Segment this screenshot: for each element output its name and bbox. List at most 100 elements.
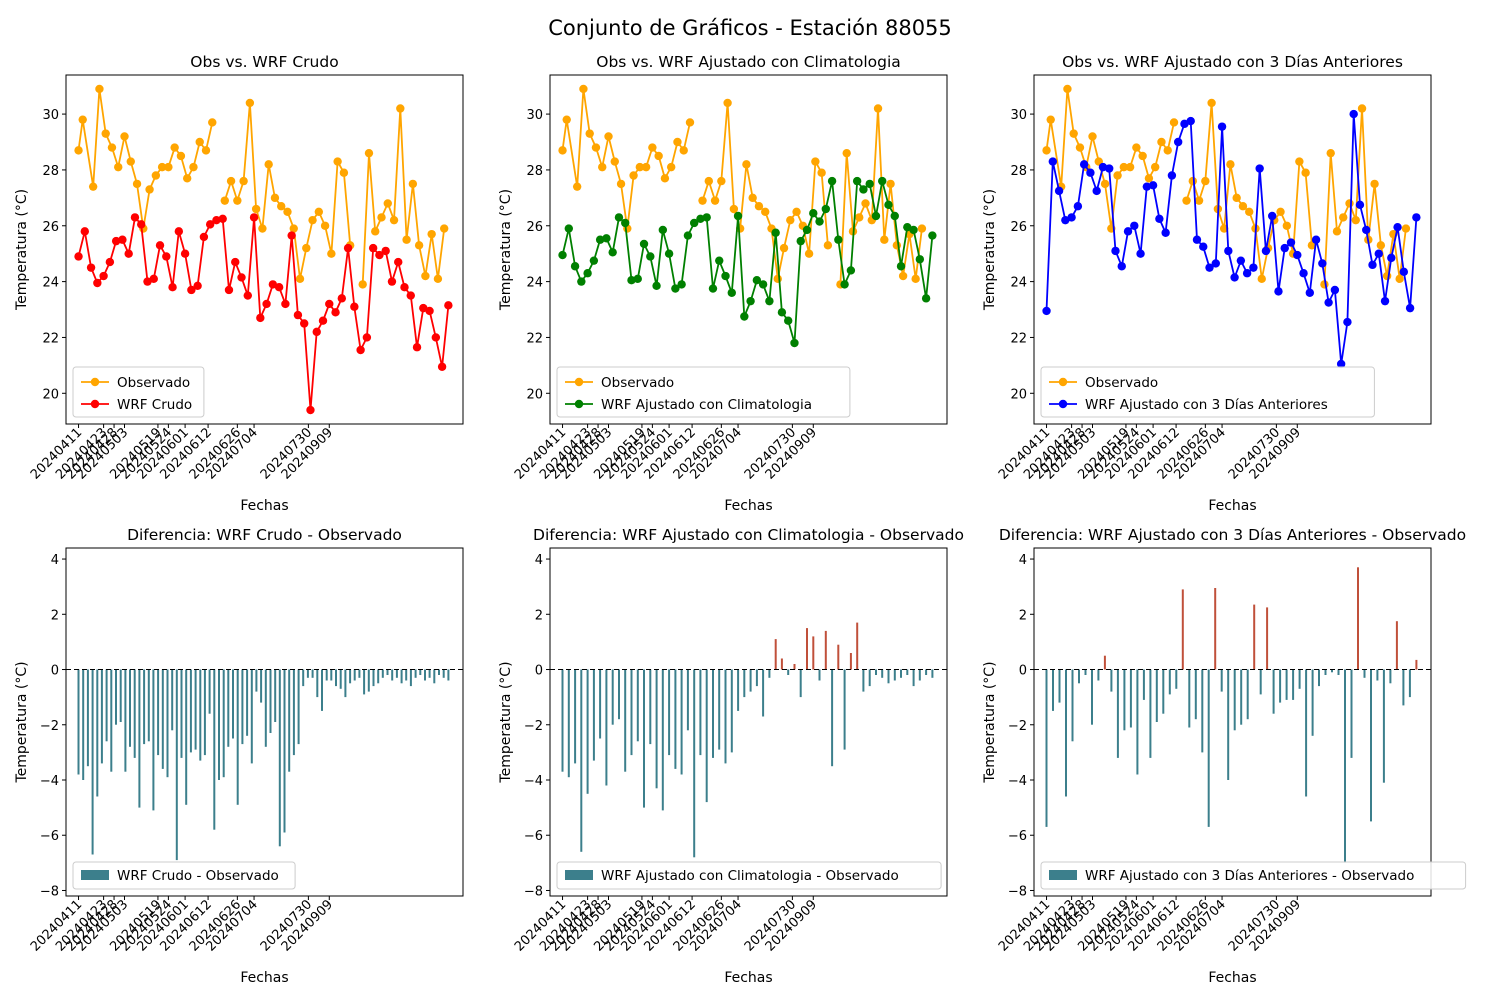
legend-marker bbox=[90, 377, 100, 387]
bar bbox=[447, 669, 450, 681]
data-point bbox=[1238, 202, 1248, 211]
bar bbox=[1091, 669, 1093, 725]
bar bbox=[1162, 669, 1165, 714]
bar bbox=[1078, 669, 1080, 684]
data-point bbox=[721, 271, 730, 281]
series-prev3 bbox=[1042, 109, 1421, 369]
legend: WRF Crudo - Observado bbox=[72, 861, 296, 890]
data-point bbox=[208, 118, 217, 127]
bar bbox=[1415, 659, 1418, 670]
bar bbox=[105, 669, 108, 742]
y-tick-label: −8 bbox=[524, 884, 543, 899]
bar bbox=[414, 669, 417, 678]
data-point bbox=[101, 129, 110, 138]
bar bbox=[283, 669, 286, 833]
data-point bbox=[1157, 137, 1166, 147]
data-point bbox=[245, 98, 255, 108]
bar bbox=[433, 669, 436, 684]
data-point bbox=[162, 252, 171, 261]
legend-marker bbox=[574, 377, 584, 387]
data-point bbox=[406, 291, 415, 300]
bar bbox=[335, 669, 337, 687]
data-point bbox=[1299, 269, 1308, 278]
data-point bbox=[1150, 162, 1160, 172]
bar bbox=[91, 669, 94, 855]
y-tick-label: 20 bbox=[526, 387, 543, 402]
bar bbox=[330, 669, 333, 681]
bar bbox=[931, 669, 934, 678]
panel-title: Obs vs. WRF Ajustado con 3 Días Anterior… bbox=[1062, 53, 1403, 71]
chart_data.line_panels.1-panel: 2022242628302024041120240423202404282024… bbox=[498, 53, 948, 514]
data-point bbox=[1088, 132, 1097, 141]
data-point bbox=[1255, 164, 1264, 173]
data-point bbox=[1130, 221, 1139, 230]
data-point bbox=[815, 217, 824, 226]
panel-title: Obs vs. WRF Crudo bbox=[190, 53, 338, 71]
data-point bbox=[1405, 303, 1415, 313]
bar bbox=[624, 669, 627, 772]
data-point bbox=[855, 213, 864, 222]
data-point bbox=[771, 228, 780, 237]
bar bbox=[843, 669, 846, 750]
bar bbox=[1181, 589, 1184, 670]
data-point bbox=[608, 248, 617, 257]
legend-box bbox=[556, 861, 942, 890]
data-point bbox=[1336, 359, 1346, 369]
data-point bbox=[1311, 235, 1321, 244]
y-axis-label: Temperatura (°C) bbox=[498, 189, 514, 311]
data-point bbox=[251, 204, 261, 214]
data-point bbox=[821, 204, 831, 214]
data-point bbox=[558, 250, 567, 260]
y-tick-label: 28 bbox=[1010, 164, 1027, 179]
data-point bbox=[748, 193, 757, 203]
data-point bbox=[143, 277, 152, 286]
data-point bbox=[604, 132, 613, 141]
data-point bbox=[890, 211, 899, 221]
data-point bbox=[589, 256, 599, 265]
data-point bbox=[1276, 207, 1285, 217]
data-point bbox=[562, 115, 571, 124]
y-tick-label: 26 bbox=[42, 220, 59, 235]
data-point bbox=[1345, 199, 1354, 208]
bar bbox=[353, 669, 356, 681]
data-point bbox=[243, 291, 252, 300]
bar bbox=[143, 669, 146, 745]
bar bbox=[912, 669, 915, 687]
x-axis-label: Fechas bbox=[724, 498, 772, 514]
bar bbox=[391, 669, 394, 681]
data-point bbox=[641, 162, 651, 172]
bar bbox=[755, 669, 758, 687]
data-point bbox=[846, 266, 856, 275]
data-point bbox=[595, 235, 605, 244]
bar bbox=[774, 639, 777, 670]
data-point bbox=[1125, 162, 1135, 172]
bar bbox=[1408, 669, 1411, 698]
data-point bbox=[1362, 225, 1371, 235]
data-point bbox=[1217, 122, 1227, 131]
data-point bbox=[1324, 298, 1333, 307]
data-point bbox=[1399, 267, 1409, 277]
data-point bbox=[1207, 98, 1216, 108]
bar bbox=[246, 669, 249, 736]
bar bbox=[567, 669, 570, 778]
data-point bbox=[880, 235, 889, 244]
bar bbox=[856, 622, 859, 670]
data-point bbox=[1173, 137, 1183, 147]
series-line bbox=[77, 88, 446, 285]
bars bbox=[561, 622, 934, 858]
bar bbox=[699, 669, 702, 756]
data-point bbox=[277, 202, 286, 211]
y-axis-label: Temperatura (°C) bbox=[982, 189, 998, 311]
bar bbox=[1318, 669, 1320, 687]
bar bbox=[260, 669, 263, 703]
data-point bbox=[635, 162, 645, 172]
bar bbox=[110, 669, 113, 772]
data-point bbox=[1161, 228, 1170, 237]
bar bbox=[157, 669, 160, 756]
bar bbox=[208, 669, 211, 714]
bar bbox=[743, 669, 746, 698]
data-point bbox=[425, 306, 434, 316]
bar bbox=[1129, 669, 1132, 728]
legend-swatch bbox=[81, 870, 109, 880]
